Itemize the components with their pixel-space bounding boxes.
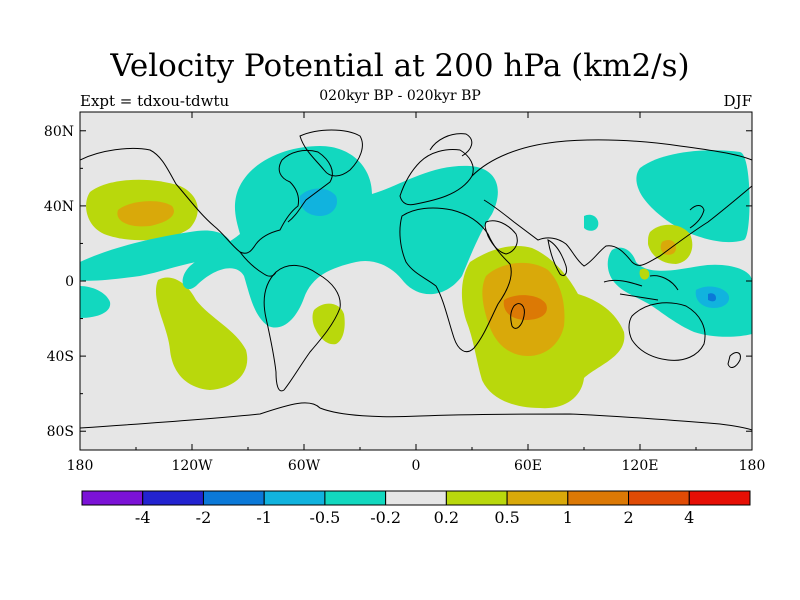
contour-asia-neg	[636, 150, 750, 243]
colorbar-label: -0.2	[370, 508, 401, 527]
contour-fills	[80, 146, 752, 409]
coast-india	[547, 239, 567, 277]
coast-arabia	[484, 220, 518, 255]
colorbar-swatch	[324, 490, 387, 506]
colorbar-label: -1	[256, 508, 272, 527]
coast-antarctica	[80, 402, 752, 431]
map-area	[80, 112, 752, 450]
plot-subtitle: 020kyr BP - 020kyr BP	[319, 88, 481, 104]
colorbar-label: 0.2	[434, 508, 459, 527]
colorbar-label: 1	[563, 508, 573, 527]
lon-tick-label: 60W	[288, 458, 321, 474]
contour-south-pacific-pos	[155, 277, 248, 390]
contour-atlantic-neg	[182, 146, 498, 328]
lon-tick-label: 120E	[622, 458, 659, 474]
coast-north-america	[80, 147, 333, 254]
colorbar-swatch	[263, 490, 326, 506]
coast-asia	[471, 139, 752, 267]
colorbar: -4 -2 -1 -0.5 -0.2 0.2 0.5 1 2 4	[81, 490, 751, 527]
coast-indonesia	[603, 275, 679, 301]
longitude-axis: 180 120W 60W 0 60E 120E 180	[67, 112, 766, 474]
experiment-label: Expt = tdxou-tdwtu	[80, 92, 230, 110]
colorbar-label: 2	[623, 508, 633, 527]
lat-tick-label: 0	[65, 274, 74, 290]
coast-south-america	[263, 265, 341, 392]
colorbar-label: -0.5	[309, 508, 340, 527]
contour-small-pos	[639, 268, 650, 280]
coast-africa	[399, 207, 512, 353]
colorbar-swatch	[688, 490, 751, 506]
lon-tick-label: 180	[739, 458, 766, 474]
coast-greenland	[299, 129, 363, 177]
colorbar-swatch	[567, 490, 630, 506]
coast-new-zealand	[727, 352, 741, 368]
colorbar-swatch	[506, 490, 569, 506]
contour-east-asia-pos-05	[660, 240, 676, 255]
lat-tick-label: 80N	[44, 124, 74, 140]
coastlines	[80, 129, 752, 431]
colorbar-label: 0.5	[494, 508, 519, 527]
coast-australia	[628, 302, 706, 361]
contour-arabia-neg	[584, 214, 599, 231]
lon-tick-label: 180	[67, 458, 94, 474]
latitude-axis: 80N 40N 0 40S 80S	[44, 124, 752, 440]
contour-indian-ocean-pos-1	[503, 295, 547, 320]
colorbar-label: -2	[196, 508, 212, 527]
contour-north-pacific-pos-05	[117, 201, 174, 227]
contour-west-edge-neg	[80, 286, 111, 318]
lon-tick-label: 120W	[171, 458, 213, 474]
contour-east-pacific-neg	[80, 230, 233, 281]
colorbar-swatch	[628, 490, 690, 506]
colorbar-label: -4	[135, 508, 151, 527]
colorbar-swatch	[385, 490, 447, 506]
season-label: DJF	[723, 92, 752, 110]
lon-tick-label: 0	[412, 458, 421, 474]
contour-west-pacific-neg-1	[708, 293, 716, 302]
lon-tick-label: 60E	[514, 458, 542, 474]
contour-south-atlantic-pos	[312, 303, 345, 345]
lat-tick-label: 40S	[47, 349, 74, 365]
plot-title: Velocity Potential at 200 hPa (km2/s)	[110, 48, 690, 84]
colorbar-swatch	[202, 490, 265, 506]
colorbar-swatch	[81, 490, 144, 506]
coast-madagascar	[510, 303, 525, 329]
coast-scandinavia	[429, 133, 473, 157]
contour-atlantic-neg-05	[299, 188, 338, 216]
colorbar-swatch	[445, 490, 508, 506]
lat-tick-label: 40N	[44, 199, 74, 215]
colorbar-label: 4	[684, 508, 694, 527]
colorbar-swatch	[142, 490, 204, 506]
lat-tick-label: 80S	[47, 424, 74, 440]
coast-japan	[689, 205, 705, 229]
